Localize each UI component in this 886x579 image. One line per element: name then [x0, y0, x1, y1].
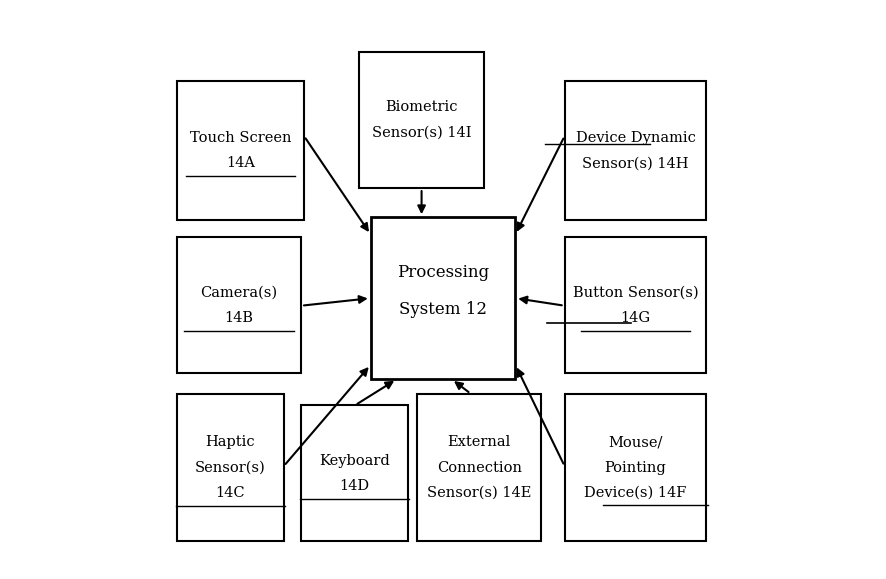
Text: Touch Screen: Touch Screen [190, 131, 291, 145]
Text: Device Dynamic: Device Dynamic [576, 131, 696, 145]
Text: Mouse/: Mouse/ [609, 435, 663, 449]
Text: Device(s) 14F: Device(s) 14F [585, 486, 687, 500]
Text: 14D: 14D [339, 479, 369, 493]
FancyBboxPatch shape [176, 394, 284, 541]
Text: 14C: 14C [215, 486, 245, 500]
FancyBboxPatch shape [176, 81, 304, 220]
FancyBboxPatch shape [417, 394, 541, 541]
Text: Processing: Processing [397, 263, 489, 281]
Text: Sensor(s): Sensor(s) [195, 460, 266, 475]
Text: Pointing: Pointing [604, 460, 666, 475]
FancyBboxPatch shape [176, 237, 301, 373]
Text: Sensor(s) 14E: Sensor(s) 14E [427, 486, 532, 500]
FancyBboxPatch shape [564, 394, 706, 541]
Text: External: External [447, 435, 511, 449]
Text: Sensor(s) 14I: Sensor(s) 14I [371, 126, 471, 140]
Text: Camera(s): Camera(s) [200, 285, 277, 300]
FancyBboxPatch shape [370, 217, 516, 379]
Text: 14B: 14B [224, 311, 253, 325]
Text: System 12: System 12 [399, 301, 487, 318]
Text: Haptic: Haptic [206, 435, 255, 449]
Text: 14A: 14A [226, 156, 255, 170]
FancyBboxPatch shape [564, 81, 706, 220]
Text: Keyboard: Keyboard [319, 453, 390, 468]
FancyBboxPatch shape [564, 237, 706, 373]
Text: Connection: Connection [437, 460, 522, 475]
FancyBboxPatch shape [359, 52, 484, 188]
Text: Button Sensor(s): Button Sensor(s) [572, 285, 698, 300]
Text: Sensor(s) 14H: Sensor(s) 14H [582, 156, 688, 170]
FancyBboxPatch shape [301, 405, 408, 541]
Text: 14G: 14G [620, 311, 650, 325]
Text: Biometric: Biometric [385, 100, 457, 115]
